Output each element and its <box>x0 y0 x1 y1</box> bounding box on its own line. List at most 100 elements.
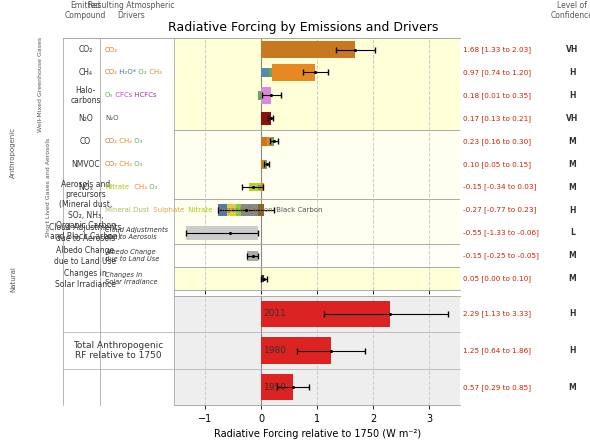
Text: Well-Mixed Greenhouse Gases: Well-Mixed Greenhouse Gases <box>38 36 42 132</box>
Text: CFCs: CFCs <box>113 92 132 99</box>
Text: 1980: 1980 <box>264 346 287 355</box>
Text: CH₄: CH₄ <box>78 68 93 77</box>
Text: CH₄: CH₄ <box>116 161 132 167</box>
Text: N₂O: N₂O <box>78 114 93 123</box>
Bar <box>261 276 264 282</box>
Text: 1.25 [0.64 to 1.86]: 1.25 [0.64 to 1.86] <box>463 347 531 354</box>
Text: Albedo Change
due to Land Use: Albedo Change due to Land Use <box>54 246 117 266</box>
Text: CO₂: CO₂ <box>105 69 118 75</box>
Text: H: H <box>569 346 576 355</box>
Text: Organic Carbon: Organic Carbon <box>216 207 273 213</box>
Bar <box>270 68 271 77</box>
Text: 0.10 [0.05 to 0.15]: 0.10 [0.05 to 0.15] <box>463 161 531 168</box>
Text: CH₄: CH₄ <box>116 138 132 144</box>
Text: Emitted
Compound: Emitted Compound <box>65 1 106 20</box>
Text: Nitrate: Nitrate <box>185 207 212 213</box>
Text: N₂O: N₂O <box>105 115 119 121</box>
Bar <box>174 153 460 176</box>
Bar <box>218 204 227 216</box>
Text: Level of
Confidence: Level of Confidence <box>551 1 590 20</box>
Bar <box>261 374 293 401</box>
Text: CO₂: CO₂ <box>105 161 118 167</box>
Text: -0.15 [-0.34 to 0.03]: -0.15 [-0.34 to 0.03] <box>463 184 536 190</box>
Text: NMVOC: NMVOC <box>71 159 100 169</box>
Bar <box>174 221 460 245</box>
Bar <box>227 204 236 216</box>
Text: CO₂: CO₂ <box>78 45 93 54</box>
Bar <box>261 41 355 58</box>
Text: CO₂: CO₂ <box>105 138 118 144</box>
Text: NOₓ: NOₓ <box>78 183 93 192</box>
Text: 0.57 [0.29 to 0.85]: 0.57 [0.29 to 0.85] <box>463 384 531 391</box>
Bar <box>236 204 241 216</box>
Bar <box>261 337 331 364</box>
Text: 0.23 [0.16 to 0.30]: 0.23 [0.16 to 0.30] <box>463 138 531 145</box>
Text: Short Lived Gases and Aerosols: Short Lived Gases and Aerosols <box>46 138 51 237</box>
Text: M: M <box>568 137 576 146</box>
Text: H: H <box>569 206 576 215</box>
Bar <box>258 185 261 190</box>
X-axis label: Radiative Forcing relative to 1750 (W m⁻²): Radiative Forcing relative to 1750 (W m⁻… <box>214 429 421 439</box>
Bar <box>261 160 263 168</box>
Bar <box>261 183 264 191</box>
Bar <box>271 64 316 81</box>
Text: -0.55 [-1.33 to -0.06]: -0.55 [-1.33 to -0.06] <box>463 230 539 237</box>
Text: O₃: O₃ <box>105 92 113 99</box>
Text: Aerosols and
precursors
(Mineral dust,
SO₂, NH₃,
Organic Carbon
and Black Carbon: Aerosols and precursors (Mineral dust, S… <box>50 180 121 241</box>
Text: Halo-
carbons: Halo- carbons <box>70 86 101 105</box>
Text: 2011: 2011 <box>264 310 287 319</box>
Bar <box>174 198 460 221</box>
Bar <box>174 130 460 153</box>
Text: HCFCs: HCFCs <box>132 92 156 99</box>
Text: Total Anthropogenic
RF relative to 1750: Total Anthropogenic RF relative to 1750 <box>74 341 163 360</box>
Text: 0.18 [0.01 to 0.35]: 0.18 [0.01 to 0.35] <box>463 92 531 99</box>
Bar <box>248 183 261 191</box>
Text: Sulphate: Sulphate <box>151 207 184 213</box>
Text: Cloud Adjustments
due to Aerosols: Cloud Adjustments due to Aerosols <box>105 226 168 240</box>
Bar <box>263 160 264 168</box>
Bar <box>174 61 460 84</box>
Text: H: H <box>569 91 576 100</box>
Text: Changes in
Solar Irradiance: Changes in Solar Irradiance <box>105 272 158 285</box>
Text: M: M <box>568 159 576 169</box>
Bar <box>174 107 460 130</box>
Text: Albedo Change
due to Land Use: Albedo Change due to Land Use <box>105 250 159 263</box>
Bar <box>174 245 460 267</box>
Bar <box>264 160 267 168</box>
Bar <box>174 267 460 290</box>
Text: H: H <box>569 310 576 319</box>
Bar <box>271 137 274 146</box>
Bar <box>241 204 258 216</box>
Text: O₃: O₃ <box>136 69 146 75</box>
Text: M: M <box>568 183 576 192</box>
Text: O₃: O₃ <box>147 184 158 190</box>
Text: CH₄: CH₄ <box>132 184 147 190</box>
Bar <box>267 137 271 146</box>
Bar <box>261 301 389 327</box>
Text: CO: CO <box>80 137 91 146</box>
Text: -0.15 [-0.25 to -0.05]: -0.15 [-0.25 to -0.05] <box>463 253 539 259</box>
Text: O₃: O₃ <box>132 161 142 167</box>
Text: CH₄: CH₄ <box>147 69 162 75</box>
Text: M: M <box>568 251 576 260</box>
Text: H₂O*: H₂O* <box>116 69 136 75</box>
Text: CO₂: CO₂ <box>105 47 118 52</box>
Bar <box>174 176 460 198</box>
Text: M: M <box>568 274 576 283</box>
Text: Nitrate: Nitrate <box>105 184 129 190</box>
Text: L: L <box>570 228 575 237</box>
Bar <box>261 68 270 77</box>
Text: Cloud Adjustments
due to Aerosols: Cloud Adjustments due to Aerosols <box>50 223 122 243</box>
Text: Resulting Atmospheric
Drivers: Resulting Atmospheric Drivers <box>88 1 175 20</box>
Bar <box>261 112 271 125</box>
Text: 0.17 [0.13 to 0.21]: 0.17 [0.13 to 0.21] <box>463 115 531 122</box>
Bar <box>174 38 460 61</box>
Text: 1950: 1950 <box>264 383 287 392</box>
Text: -0.27 [-0.77 to 0.23]: -0.27 [-0.77 to 0.23] <box>463 207 536 213</box>
Title: Radiative Forcing by Emissions and Drivers: Radiative Forcing by Emissions and Drive… <box>168 21 438 34</box>
Text: O₃: O₃ <box>132 138 142 144</box>
Text: VH: VH <box>566 45 578 54</box>
Text: Black Carbon: Black Carbon <box>274 207 322 213</box>
Bar <box>186 225 258 241</box>
Text: Changes in
Solar Irradiance: Changes in Solar Irradiance <box>55 269 116 289</box>
